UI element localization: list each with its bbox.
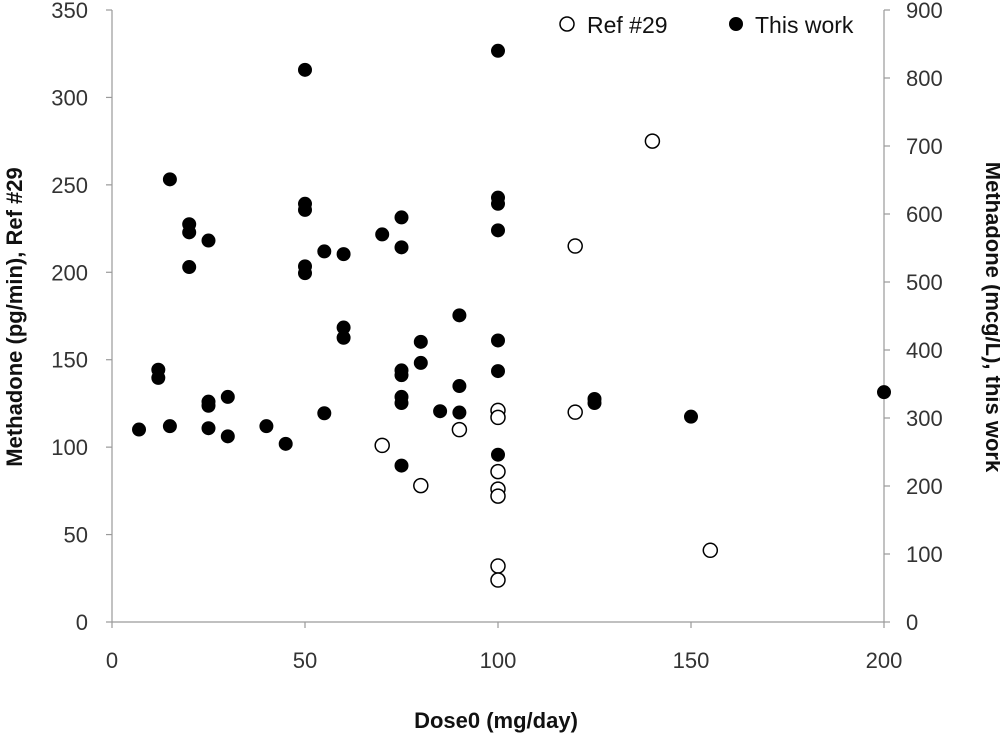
- left-y-tick-label: 300: [51, 85, 88, 110]
- axes-group: [111, 10, 885, 623]
- this-work-point: [394, 458, 409, 473]
- this-work-point: [317, 244, 332, 259]
- this-work-point: [413, 334, 428, 349]
- this-work-point: [394, 368, 409, 383]
- this-work-point: [684, 409, 698, 424]
- x-tick-label: 50: [293, 648, 317, 673]
- this-work-point: [375, 227, 390, 242]
- legend-label-ref29: Ref #29: [587, 12, 668, 38]
- this-work-point: [491, 43, 505, 58]
- left-y-tick-label: 100: [51, 435, 88, 460]
- ref29-point: [490, 409, 506, 426]
- left-y-tick-label: 350: [51, 0, 88, 23]
- ref29-point: [490, 463, 506, 480]
- ref29-point: [374, 437, 390, 454]
- right-y-tick-label: 300: [906, 406, 943, 431]
- this-work-point: [162, 172, 177, 187]
- ref29-point: [567, 238, 583, 254]
- this-work-point: [394, 210, 409, 225]
- this-work-point: [491, 364, 505, 379]
- this-work-point: [491, 196, 505, 211]
- this-work-point: [298, 62, 312, 77]
- left-y-tick-label: 150: [51, 348, 88, 373]
- this-work-point: [491, 333, 505, 348]
- this-work-point: [132, 422, 147, 437]
- this-work-point: [151, 370, 166, 385]
- left-y-tick-label: 250: [51, 173, 88, 198]
- this-work-point: [162, 419, 177, 434]
- x-tick-label: 200: [866, 648, 903, 673]
- x-tick-label: 100: [480, 648, 517, 673]
- right-y-tick-label: 0: [906, 610, 918, 635]
- right-y-tick-label: 200: [906, 474, 943, 499]
- ref29-point: [490, 558, 506, 574]
- this-work-point: [220, 429, 235, 444]
- this-work-point: [182, 225, 197, 240]
- this-work-point: [220, 389, 235, 404]
- right-y-tick-label: 900: [906, 0, 943, 23]
- right-y-tick-label: 800: [906, 66, 943, 91]
- right-y-axis-title: Methadone (mcg/L), this work: [981, 162, 1000, 473]
- this-work-point: [201, 421, 216, 436]
- this-work-point: [394, 396, 409, 411]
- left-y-tick-label: 200: [51, 260, 88, 285]
- this-work-point: [278, 436, 293, 451]
- ticks-group: 0 50 100 150 2000501001502002503003500100200…: [51, 0, 942, 673]
- this-work-point: [491, 223, 505, 238]
- right-y-tick-label: 100: [906, 542, 943, 567]
- right-y-tick-label: 500: [906, 270, 943, 295]
- this-work-point: [452, 379, 467, 394]
- x-tick-label: 0: [106, 648, 118, 673]
- ref29-point: [451, 421, 468, 438]
- ref29-point: [567, 404, 583, 420]
- legend-marker-this-work: [729, 17, 743, 31]
- legend-label-this-work: This work: [755, 12, 854, 38]
- left-y-tick-label: 50: [64, 523, 88, 548]
- this-work-point: [336, 247, 351, 262]
- this-work-point: [336, 330, 351, 345]
- this-work-point: [413, 355, 428, 370]
- legend: Ref #29 This work: [559, 12, 854, 38]
- ref29-point: [413, 477, 429, 494]
- left-y-tick-label: 0: [76, 610, 88, 635]
- x-axis-title: Dose0 (mg/day): [414, 708, 578, 733]
- this-work-point: [201, 233, 216, 248]
- ref29-point: [702, 542, 719, 559]
- left-y-axis-title: Methadone (pg/min), Ref #29: [2, 167, 27, 466]
- points-group: [132, 43, 891, 588]
- this-work-point: [877, 385, 891, 400]
- this-work-point: [491, 447, 505, 462]
- this-work-point: [452, 405, 467, 420]
- this-work-point: [298, 202, 312, 217]
- this-work-point: [259, 419, 274, 434]
- this-work-point: [182, 260, 197, 275]
- right-y-tick-label: 600: [906, 202, 943, 227]
- this-work-point: [452, 308, 467, 323]
- this-work-point: [394, 240, 409, 255]
- ref29-point: [490, 488, 506, 504]
- this-work-point: [317, 406, 332, 421]
- right-y-tick-label: 700: [906, 134, 943, 159]
- ref29-point: [644, 133, 661, 149]
- legend-marker-ref29: [559, 16, 575, 32]
- this-work-point: [201, 398, 216, 413]
- this-work-point: [433, 404, 448, 419]
- right-y-tick-label: 400: [906, 338, 943, 363]
- this-work-point: [298, 266, 312, 281]
- this-work-point: [587, 396, 602, 411]
- x-tick-label: 150: [673, 648, 710, 673]
- ref29-point: [490, 572, 506, 588]
